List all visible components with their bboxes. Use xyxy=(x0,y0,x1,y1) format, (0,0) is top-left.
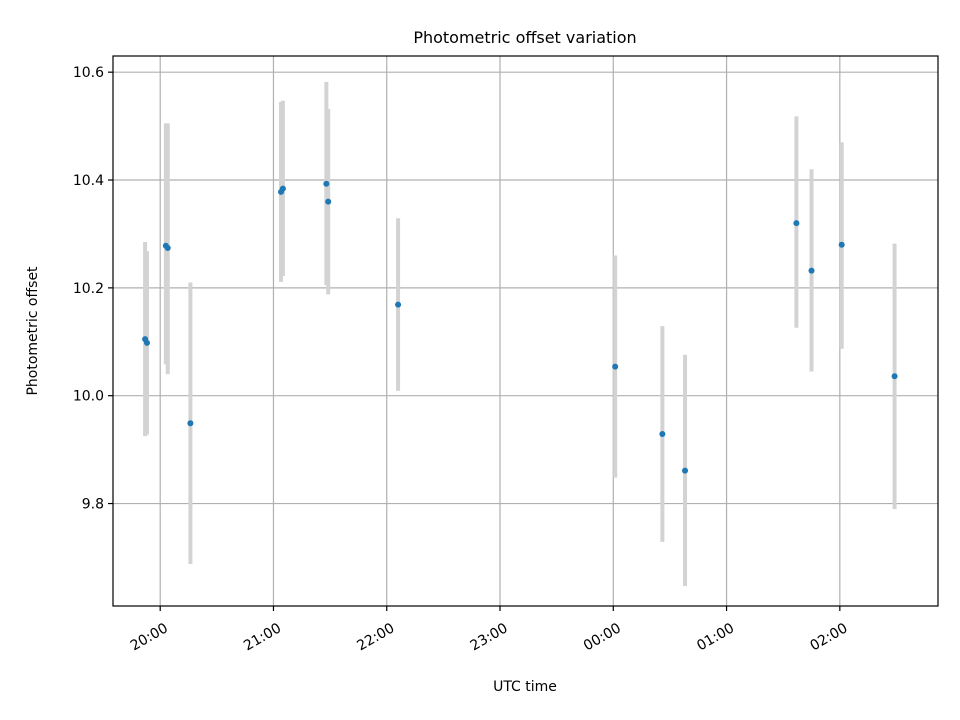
x-tick-label: 01:00 xyxy=(694,620,737,654)
data-point xyxy=(808,267,815,274)
data-points xyxy=(142,180,898,474)
y-tick-label: 10.6 xyxy=(73,65,104,81)
x-axis-label: UTC time xyxy=(493,679,557,695)
x-axis-ticks: 20:00 21:00 22:00 23:00 00:00 01:00 02:00 xyxy=(128,606,850,654)
data-point xyxy=(612,363,619,370)
data-point xyxy=(891,373,898,380)
y-axis-ticks: 9.8 10.0 10.2 10.4 10.6 xyxy=(73,65,113,513)
chart-title: Photometric offset variation xyxy=(413,28,636,47)
x-tick-label: 20:00 xyxy=(128,620,171,654)
y-tick-label: 9.8 xyxy=(82,497,104,513)
x-tick-label: 02:00 xyxy=(807,620,850,654)
plot-frame xyxy=(112,55,939,607)
error-bars xyxy=(143,81,897,587)
data-point xyxy=(838,241,845,248)
data-point xyxy=(187,420,194,427)
data-point xyxy=(395,301,402,308)
y-tick-label: 10.0 xyxy=(73,389,104,405)
x-tick-label: 21:00 xyxy=(241,620,284,654)
x-tick-label: 00:00 xyxy=(581,620,624,654)
data-point xyxy=(279,185,286,192)
y-tick-label: 10.4 xyxy=(73,173,104,189)
data-point xyxy=(659,430,666,437)
grid xyxy=(113,56,938,606)
data-point xyxy=(323,180,330,187)
data-point xyxy=(164,244,171,251)
x-tick-label: 22:00 xyxy=(354,620,397,654)
data-point xyxy=(682,467,689,474)
x-tick-label: 23:00 xyxy=(468,620,511,654)
y-axis-label: Photometric offset xyxy=(25,266,41,396)
data-point xyxy=(143,339,150,346)
y-tick-label: 10.2 xyxy=(73,281,104,297)
data-point xyxy=(793,220,800,227)
data-point xyxy=(325,198,332,205)
